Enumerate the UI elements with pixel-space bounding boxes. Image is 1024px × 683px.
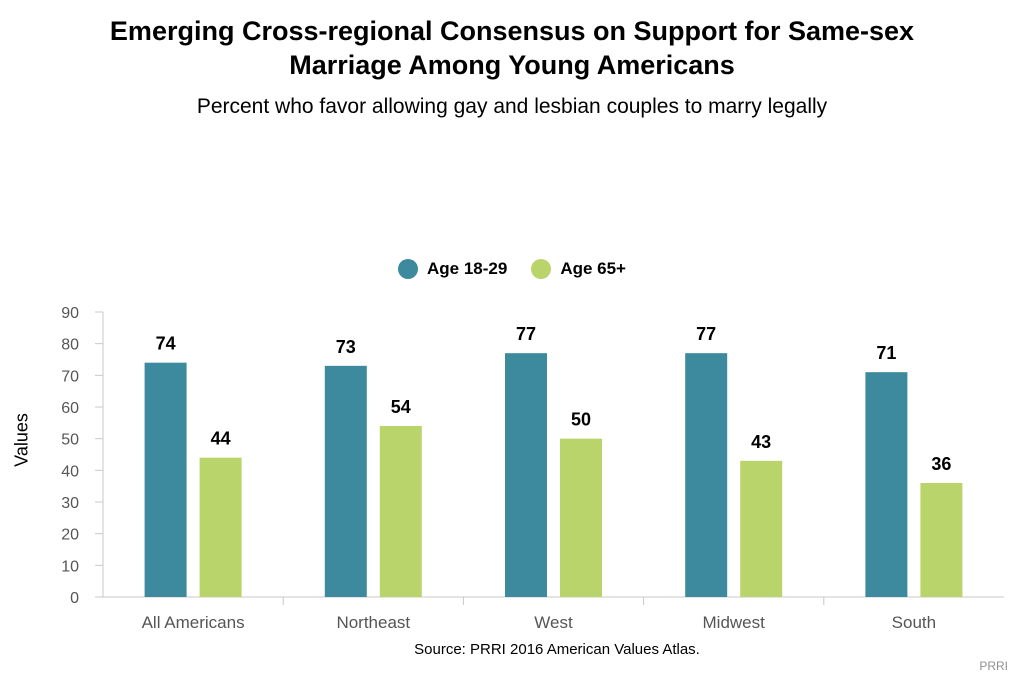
bar-series-2	[379, 426, 422, 597]
data-label: 77	[516, 324, 536, 344]
y-tick-label: 90	[61, 305, 79, 322]
bar-series-2	[560, 438, 602, 597]
y-tick-label: 40	[61, 463, 79, 480]
y-tick-label: 60	[61, 400, 79, 417]
y-tick-label: 0	[70, 590, 79, 607]
bar-series-1	[505, 353, 547, 597]
bar-series-2	[199, 457, 242, 597]
data-label: 44	[211, 429, 231, 449]
y-tick-label: 20	[61, 527, 79, 544]
x-tick-label: South	[892, 613, 936, 632]
bar-series-2	[740, 460, 783, 597]
chart-title: Emerging Cross-regional Consensus on Sup…	[109, 16, 915, 80]
data-label: 36	[931, 454, 951, 474]
chart-legend: Age 18-29 Age 65+	[0, 259, 1024, 279]
data-label: 73	[336, 337, 356, 357]
source-note: Source: PRRI 2016 American Values Atlas.	[414, 641, 700, 658]
bar-series-2	[920, 483, 963, 597]
y-tick-label: 80	[61, 337, 79, 354]
data-label: 50	[571, 410, 591, 430]
chart-subtitle: Percent who favor allowing gay and lesbi…	[196, 95, 828, 118]
y-tick-label: 50	[61, 432, 79, 449]
legend-label-series-2: Age 65+	[560, 259, 626, 278]
bar-series-1	[685, 353, 728, 597]
x-tick-label: All Americans	[142, 613, 245, 632]
data-label: 74	[156, 334, 176, 354]
x-tick-label: Northeast	[336, 613, 410, 632]
y-tick-label: 30	[61, 495, 79, 512]
data-label: 77	[696, 324, 716, 344]
legend-swatch-series-1	[397, 259, 418, 279]
y-tick-label: 10	[61, 558, 79, 575]
bar-series-1	[324, 365, 367, 597]
y-tick-label: 70	[61, 368, 79, 385]
x-tick-label: West	[534, 613, 573, 632]
data-label: 71	[876, 343, 896, 363]
credit-label: PRRI	[979, 659, 1008, 673]
legend-item-series-1: Age 18-29	[397, 259, 508, 279]
legend-swatch-series-2	[531, 259, 552, 279]
legend-label-series-1: Age 18-29	[426, 259, 508, 278]
data-label: 43	[751, 432, 771, 452]
data-label: 54	[391, 397, 411, 417]
x-tick-label: Midwest	[703, 613, 766, 632]
bar-series-1	[865, 372, 908, 597]
legend-item-series-2: Age 65+	[531, 259, 626, 279]
bar-series-1	[144, 362, 187, 597]
